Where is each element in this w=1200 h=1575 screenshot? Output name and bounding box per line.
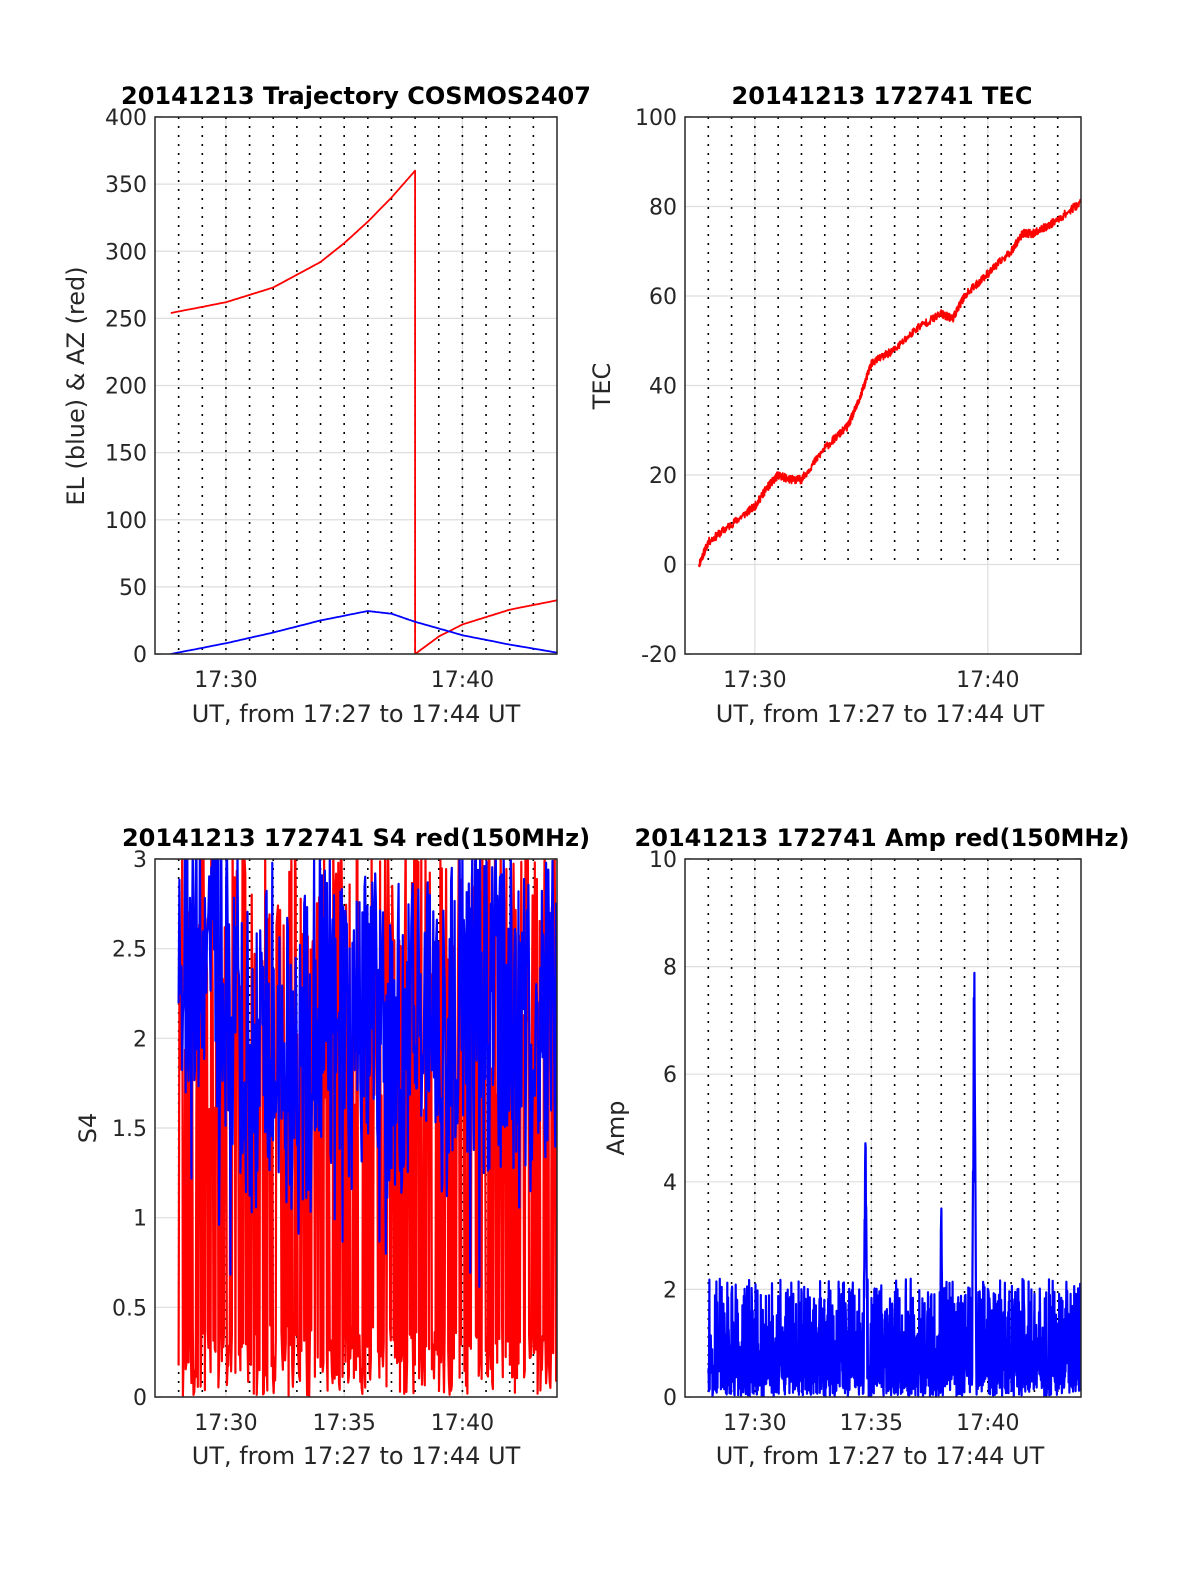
y-tick-label: 40	[649, 375, 677, 400]
y-tick-label: 150	[105, 442, 147, 467]
y-tick-label: 0.5	[112, 1296, 147, 1321]
series-line	[177, 859, 557, 1288]
y-tick-label: 6	[663, 1063, 677, 1088]
axes-box	[154, 858, 558, 1398]
series-line	[170, 169, 557, 654]
plot-series	[170, 169, 557, 654]
x-axis-label: UT, from 17:27 to 17:44 UT	[192, 700, 521, 728]
axes-box	[154, 116, 558, 655]
chart-title: 20141213 Trajectory COSMOS2407	[121, 82, 591, 110]
y-tick-label: 8	[663, 956, 677, 981]
x-tick-label: 17:30	[194, 1411, 257, 1436]
y-tick-label: 0	[133, 1386, 147, 1411]
y-tick-label: 2	[133, 1027, 147, 1052]
y-tick-label: 0	[663, 554, 677, 579]
y-tick-label: 0	[663, 1386, 677, 1411]
y-tick-label: 60	[649, 285, 677, 310]
y-tick-label: 0	[133, 643, 147, 668]
plot-series	[177, 859, 557, 1397]
series-line	[707, 971, 1081, 1397]
y-tick-label: 100	[635, 106, 677, 131]
series-line	[698, 198, 1081, 568]
x-axis: 17:30 17:40	[723, 117, 1020, 693]
axes-box	[684, 116, 1082, 655]
chart-title: 20141213 172741 S4 red(150MHz)	[122, 824, 590, 852]
x-tick-label: 17:30	[723, 668, 786, 693]
y-tick-label: 1	[133, 1207, 147, 1232]
y-tick-label: 1.5	[112, 1117, 147, 1142]
y-axis: -20 0 20 40 60 80 100	[635, 106, 1081, 668]
y-tick-label: 200	[105, 375, 147, 400]
y-tick-label: 250	[105, 307, 147, 332]
chart-title: 20141213 172741 TEC	[732, 82, 1033, 110]
x-tick-label: 17:35	[840, 1411, 903, 1436]
y-axis-label: TEC	[588, 363, 616, 411]
tec-panel: 20141213 172741 TEC -20 0 20 40 60 80 100 17:3…	[588, 82, 1082, 728]
x-axis-label: UT, from 17:27 to 17:44 UT	[716, 1442, 1045, 1470]
y-tick-label: 80	[649, 196, 677, 221]
y-tick-label: 400	[105, 106, 147, 131]
x-tick-label: 17:40	[431, 1411, 494, 1436]
y-tick-label: 2	[663, 1278, 677, 1303]
x-tick-label: 17:40	[956, 1411, 1019, 1436]
chart-title: 20141213 172741 Amp red(150MHz)	[635, 824, 1130, 852]
y-tick-label: 20	[649, 464, 677, 489]
y-tick-label: 100	[105, 509, 147, 534]
plot-series	[707, 971, 1081, 1397]
x-axis: 17:30 17:35 17:40	[194, 859, 494, 1436]
x-tick-label: 17:30	[723, 1411, 786, 1436]
s4-panel: 20141213 172741 S4 red(150MHz) 0 0.5 1 1.5 2…	[74, 824, 590, 1470]
x-axis-label: UT, from 17:27 to 17:44 UT	[192, 1442, 521, 1470]
y-axis-label: EL (blue) & AZ (red)	[62, 266, 90, 505]
x-axis: 17:30 17:40	[194, 117, 494, 693]
y-tick-label: 300	[105, 240, 147, 265]
x-tick-label: 17:35	[312, 1411, 375, 1436]
x-axis: 17:30 17:35 17:40	[723, 859, 1020, 1436]
x-axis-label: UT, from 17:27 to 17:44 UT	[716, 700, 1045, 728]
series-line	[170, 610, 557, 654]
y-tick-label: 10	[649, 848, 677, 873]
axes-box	[684, 858, 1082, 1398]
y-axis-label: S4	[74, 1113, 102, 1144]
y-tick-label: 2.5	[112, 938, 147, 963]
y-tick-label: 50	[119, 576, 147, 601]
x-tick-label: 17:40	[431, 668, 494, 693]
x-tick-label: 17:30	[194, 668, 257, 693]
y-tick-label: -20	[641, 643, 677, 668]
y-axis-label: Amp	[602, 1100, 630, 1155]
x-tick-label: 17:40	[956, 668, 1019, 693]
amp-panel: 20141213 172741 Amp red(150MHz) 0246810 …	[602, 824, 1129, 1470]
y-tick-label: 3	[133, 848, 147, 873]
y-tick-label: 4	[663, 1171, 677, 1196]
plot-series	[698, 198, 1081, 568]
y-tick-label: 350	[105, 173, 147, 198]
trajectory-panel: 20141213 Trajectory COSMOS2407 0 50 100 150…	[62, 82, 591, 728]
y-axis: 0 50 100 150 200 250 300 350 400	[105, 106, 557, 668]
